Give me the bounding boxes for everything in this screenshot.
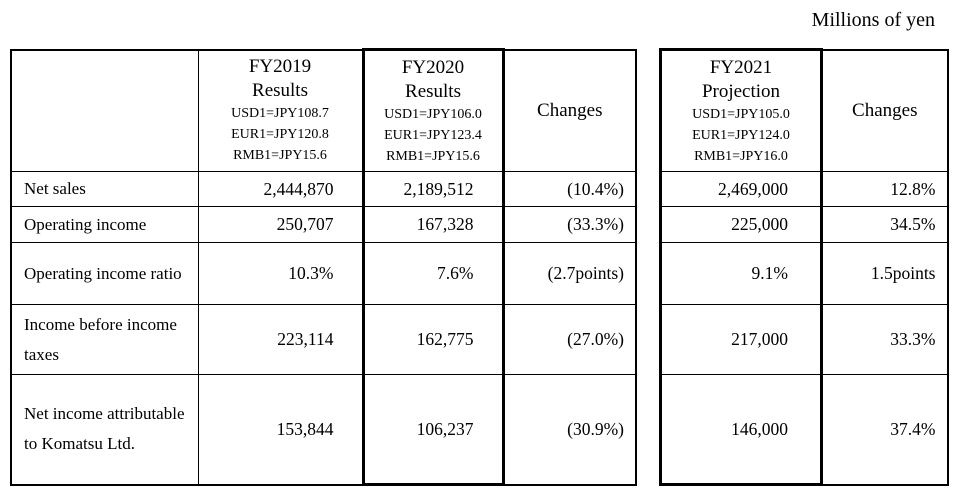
- changes-results-label: Changes: [537, 99, 603, 121]
- fy2020-rmb-rate: RMB1=JPY15.6: [386, 148, 480, 164]
- operating-income-ratio-fy2019: 10.3%: [197, 242, 364, 305]
- table-row: 217,000 33.3%: [659, 304, 948, 375]
- table-row: Income before income taxes 223,114 162,7…: [10, 304, 637, 375]
- operating-income-fy2020: 167,328: [361, 206, 505, 243]
- fy2019-rmb-rate: RMB1=JPY15.6: [233, 148, 327, 164]
- table-row: 146,000 37.4%: [659, 374, 948, 486]
- income-before-taxes-fy2021: 217,000: [659, 304, 823, 375]
- operating-income-fy2021: 225,000: [659, 206, 823, 243]
- net-income-changes: (30.9%): [502, 374, 637, 485]
- row-label-net-income: Net income attributable to Komatsu Ltd.: [10, 374, 199, 485]
- fy2019-title: FY2019: [248, 56, 312, 78]
- changes-projection-label: Changes: [852, 99, 918, 121]
- unit-note: Millions of yen: [811, 9, 935, 31]
- fy2019-usd-rate: USD1=JPY108.7: [231, 106, 329, 122]
- projection-table: FY2021 Projection USD1=JPY105.0 EUR1=JPY…: [659, 48, 949, 486]
- net-income-fy2019: 153,844: [197, 374, 364, 485]
- fy2019-results-header: FY2019 Results USD1=JPY108.7 EUR1=JPY120…: [197, 49, 364, 172]
- operating-income-fy2019: 250,707: [197, 206, 364, 243]
- fy2020-title: FY2020: [401, 56, 465, 78]
- fy2021-projection-header: FY2021 Projection USD1=JPY105.0 EUR1=JPY…: [659, 48, 823, 172]
- operating-income-ratio-fy2021: 9.1%: [659, 242, 823, 305]
- net-sales-fy2021: 2,469,000: [659, 171, 823, 207]
- row-label-net-sales: Net sales: [10, 171, 199, 207]
- operating-income-changes: (33.3%): [502, 206, 637, 243]
- net-sales-fy2020: 2,189,512: [361, 171, 505, 207]
- empty-corner-cell: [10, 49, 199, 172]
- table-row: 9.1% 1.5points: [659, 242, 948, 305]
- results-table: FY2019 Results USD1=JPY108.7 EUR1=JPY120…: [10, 48, 637, 486]
- income-before-taxes-changes: (27.0%): [502, 304, 637, 375]
- net-income-fy2020: 106,237: [361, 374, 505, 486]
- fy2020-eur-rate: EUR1=JPY123.4: [384, 127, 482, 143]
- operating-income-ratio-projection-changes: 1.5points: [821, 242, 948, 305]
- table-row: Net sales 2,444,870 2,189,512 (10.4%): [10, 171, 637, 207]
- fy2019-subtitle: Results: [252, 80, 308, 102]
- fy2020-usd-rate: USD1=JPY106.0: [384, 106, 482, 122]
- operating-income-projection-changes: 34.5%: [821, 206, 948, 243]
- changes-projection-header: Changes: [821, 49, 948, 172]
- net-income-projection-changes: 37.4%: [821, 374, 948, 485]
- income-before-taxes-projection-changes: 33.3%: [821, 304, 948, 375]
- net-sales-fy2019: 2,444,870: [197, 171, 364, 207]
- table-row: Operating income 250,707 167,328 (33.3%): [10, 206, 637, 243]
- table-row: Net income attributable to Komatsu Ltd. …: [10, 374, 637, 486]
- fy2020-results-header: FY2020 Results USD1=JPY106.0 EUR1=JPY123…: [361, 48, 505, 172]
- fy2020-subtitle: Results: [405, 80, 461, 102]
- net-sales-changes: (10.4%): [502, 171, 637, 207]
- fy2021-title: FY2021: [709, 56, 773, 78]
- net-sales-projection-changes: 12.8%: [821, 171, 948, 207]
- table-row: Operating income ratio 10.3% 7.6% (2.7po…: [10, 242, 637, 305]
- table-row: 225,000 34.5%: [659, 206, 948, 243]
- changes-results-header: Changes: [502, 49, 637, 172]
- header-row: FY2021 Projection USD1=JPY105.0 EUR1=JPY…: [659, 48, 948, 172]
- fy2019-eur-rate: EUR1=JPY120.8: [231, 127, 329, 143]
- table-row: 2,469,000 12.8%: [659, 171, 948, 207]
- income-before-taxes-fy2020: 162,775: [361, 304, 505, 375]
- net-income-fy2021: 146,000: [659, 374, 823, 486]
- operating-income-ratio-fy2020: 7.6%: [361, 242, 505, 305]
- operating-income-ratio-changes: (2.7points): [502, 242, 637, 305]
- row-label-operating-income-ratio: Operating income ratio: [10, 242, 199, 305]
- fy2021-usd-rate: USD1=JPY105.0: [692, 106, 790, 122]
- fy2021-eur-rate: EUR1=JPY124.0: [692, 127, 790, 143]
- income-before-taxes-fy2019: 223,114: [197, 304, 364, 375]
- header-row: FY2019 Results USD1=JPY108.7 EUR1=JPY120…: [10, 48, 637, 172]
- fy2021-rmb-rate: RMB1=JPY16.0: [694, 148, 788, 164]
- row-label-operating-income: Operating income: [10, 206, 199, 243]
- fy2021-subtitle: Projection: [701, 80, 781, 102]
- row-label-income-before-taxes: Income before income taxes: [10, 304, 199, 375]
